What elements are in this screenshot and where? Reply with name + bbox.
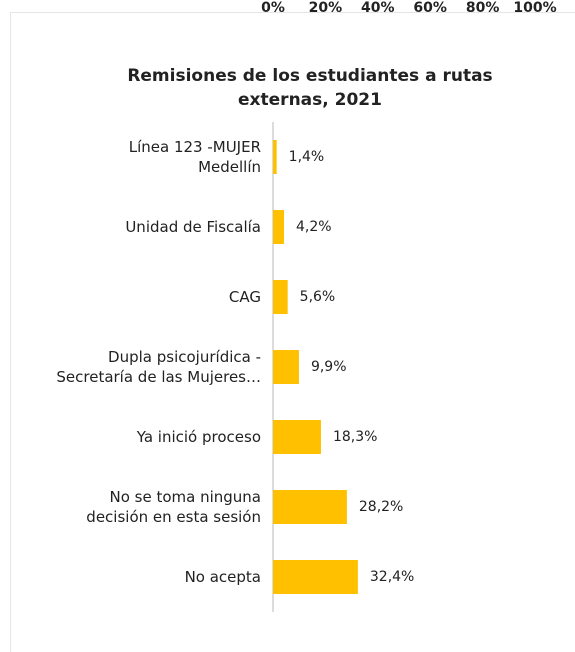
x-tick-label: 0% (261, 0, 285, 16)
x-tick-label: 20% (308, 0, 343, 16)
chart-frame (10, 12, 575, 652)
bar (273, 210, 285, 244)
y-tick-label: Dupla psicojurídica - Secretaría de las … (56, 348, 261, 386)
data-label: 1,4% (288, 149, 325, 165)
data-label: 4,2% (296, 219, 332, 235)
x-tick-label: 80% (465, 0, 500, 16)
data-label: 9,9% (310, 359, 347, 375)
data-label: 5,6% (299, 289, 336, 305)
bar (273, 560, 358, 594)
y-tick-label: Unidad de Fiscalía (125, 218, 261, 236)
bar (273, 280, 288, 314)
y-tick-label: No acepta (184, 568, 261, 586)
data-label: 32,4% (369, 569, 415, 585)
bar (273, 140, 277, 174)
x-tick-label: 100% (513, 0, 557, 16)
data-label: 28,2% (358, 499, 404, 515)
chart-title: Remisiones de los estudiantes a rutas ex… (127, 66, 493, 110)
bar (273, 350, 299, 384)
bar (273, 420, 321, 454)
y-tick-label: No se toma ninguna decisión en esta sesi… (86, 488, 261, 526)
y-tick-label: CAG (228, 288, 261, 306)
y-tick-label: Línea 123 -MUJER Medellín (128, 138, 261, 176)
bar (273, 490, 347, 524)
x-tick-label: 40% (361, 0, 395, 16)
y-tick-label: Ya inició proceso (136, 428, 261, 446)
data-label: 18,3% (332, 429, 378, 445)
x-tick-label: 60% (413, 0, 447, 16)
